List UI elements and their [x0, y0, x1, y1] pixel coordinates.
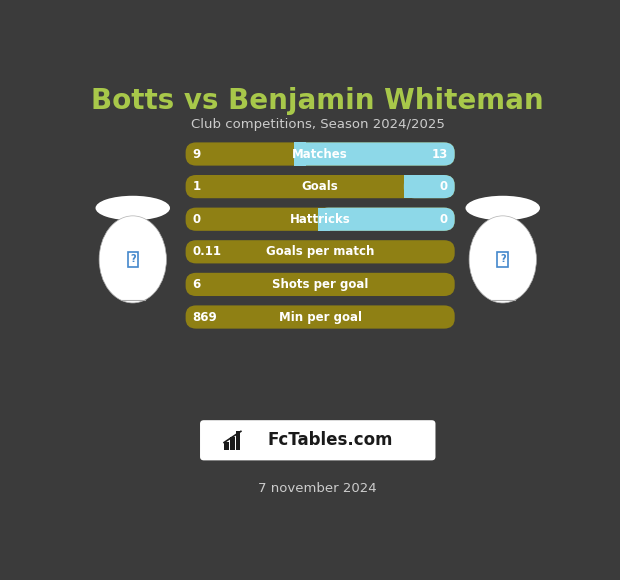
Bar — [230, 437, 234, 450]
Text: 0: 0 — [440, 213, 448, 226]
FancyBboxPatch shape — [185, 143, 454, 166]
Bar — [293, 143, 306, 166]
Text: Botts vs Benjamin Whiteman: Botts vs Benjamin Whiteman — [91, 87, 544, 115]
Text: Min per goal: Min per goal — [278, 310, 361, 324]
Text: 0.11: 0.11 — [192, 245, 221, 258]
Text: Hattricks: Hattricks — [290, 213, 350, 226]
Bar — [236, 432, 241, 450]
Bar — [224, 442, 229, 450]
FancyBboxPatch shape — [293, 143, 454, 166]
Text: 1: 1 — [192, 180, 200, 193]
FancyBboxPatch shape — [185, 208, 454, 231]
FancyBboxPatch shape — [404, 175, 454, 198]
Text: 6: 6 — [192, 278, 201, 291]
Ellipse shape — [99, 216, 166, 303]
Bar — [404, 175, 416, 198]
FancyBboxPatch shape — [185, 273, 454, 296]
Ellipse shape — [95, 196, 170, 220]
FancyBboxPatch shape — [200, 420, 435, 461]
Text: 0: 0 — [440, 180, 448, 193]
FancyBboxPatch shape — [185, 240, 454, 263]
FancyBboxPatch shape — [317, 208, 454, 231]
Ellipse shape — [469, 216, 536, 303]
Text: 869: 869 — [192, 310, 217, 324]
FancyBboxPatch shape — [185, 175, 454, 198]
Bar — [317, 208, 330, 231]
Text: Goals: Goals — [302, 180, 339, 193]
Text: Club competitions, Season 2024/2025: Club competitions, Season 2024/2025 — [191, 118, 445, 130]
Text: 13: 13 — [432, 147, 448, 161]
FancyBboxPatch shape — [185, 306, 454, 329]
Text: ?: ? — [500, 255, 505, 264]
Text: FcTables.com: FcTables.com — [267, 432, 392, 450]
Text: Goals per match: Goals per match — [266, 245, 374, 258]
Text: 7 november 2024: 7 november 2024 — [259, 482, 377, 495]
Text: Matches: Matches — [292, 147, 348, 161]
Text: 0: 0 — [192, 213, 200, 226]
Ellipse shape — [466, 196, 540, 220]
Text: Shots per goal: Shots per goal — [272, 278, 368, 291]
Text: ?: ? — [130, 255, 136, 264]
Text: 9: 9 — [192, 147, 201, 161]
